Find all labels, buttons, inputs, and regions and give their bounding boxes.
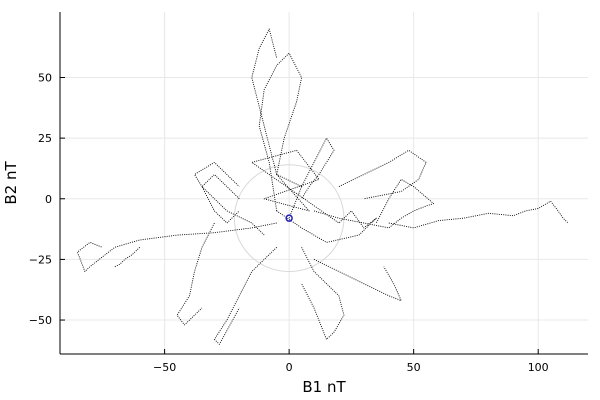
trace-series-1 [251,149,377,243]
trace-series-3 [251,28,278,175]
trace-series-13 [176,222,215,326]
trace-series-2 [258,52,303,211]
trace-series-9 [213,246,278,345]
trace-series-10 [301,247,345,340]
trace-series-6 [76,222,277,272]
x-tick-label: 100 [528,361,549,374]
y-axis-label: B2 nT [2,161,20,205]
trace-group [76,28,569,345]
center-marker [285,214,293,222]
y-tick-label: 25 [38,132,52,145]
y-tick-label: −25 [29,253,52,266]
reference-circle [233,164,345,273]
trace-series-8 [194,161,265,236]
trace-series-14 [301,137,335,200]
x-tick-label: 50 [407,361,421,374]
trace-series-12 [338,149,427,200]
axes [59,12,588,355]
reference-circle-group [233,164,345,273]
y-tick-label: 50 [38,71,52,84]
marker-group [285,214,293,222]
y-tick-label: −50 [29,314,52,327]
trace-series-4 [313,178,435,229]
trace-series-11 [313,258,402,302]
ticks: −50 0 50 100 −50 −25 0 25 50 [29,71,549,374]
trace-series-5 [388,200,569,229]
x-tick-label: 0 [286,361,293,374]
x-axis-label: B1 nT [302,378,346,396]
x-tick-label: −50 [153,361,176,374]
y-tick-label: 0 [45,193,52,206]
grid [60,12,588,354]
trace-series-7 [114,246,141,268]
